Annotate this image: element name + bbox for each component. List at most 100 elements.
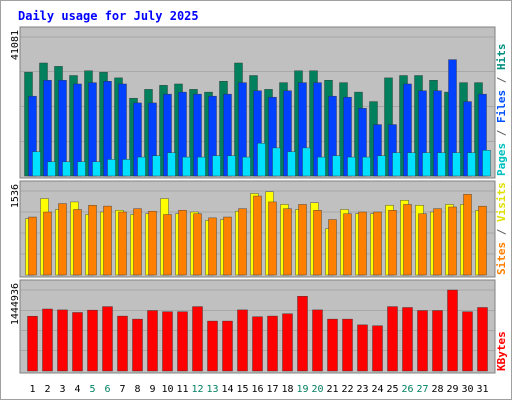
x-tick-label-day-13: 13 — [206, 384, 218, 395]
x-tick-label-day-4: 4 — [74, 384, 80, 395]
hits-bar-pages-day-4 — [77, 161, 86, 177]
x-tick-label-day-25: 25 — [386, 384, 398, 395]
visits-bar-sites-day-27 — [418, 213, 427, 276]
x-tick-label-day-22: 22 — [341, 384, 353, 395]
kbytes-bar-kbytes-day-6 — [102, 306, 113, 372]
visits-bar-sites-day-20 — [313, 210, 322, 276]
hits-bar-pages-day-1 — [32, 151, 41, 177]
x-tick-label-day-20: 20 — [311, 384, 323, 395]
hits-bar-pages-day-8 — [137, 156, 146, 177]
visits-ymax-label: 1536 — [10, 184, 21, 208]
hits-bar-pages-day-26 — [407, 152, 416, 177]
kbytes-bar-kbytes-day-9 — [147, 310, 158, 372]
hits-bar-pages-day-19 — [302, 147, 311, 177]
visits-bar-sites-day-4 — [73, 209, 82, 276]
visits-bar-sites-day-21 — [328, 219, 337, 276]
hits-bar-pages-day-6 — [107, 159, 116, 177]
hits-bar-pages-day-7 — [122, 159, 131, 177]
visits-bar-sites-day-26 — [403, 204, 412, 276]
x-tick-label-day-21: 21 — [326, 384, 338, 395]
kbytes-bar-kbytes-day-17 — [267, 315, 278, 372]
kbytes-bar-kbytes-day-3 — [57, 309, 68, 372]
visits-bar-sites-day-1 — [28, 216, 37, 276]
kbytes-panel: 1444936 KBytes — [10, 279, 508, 374]
visits-bar-sites-day-16 — [253, 195, 262, 276]
hits-bar-pages-day-10 — [167, 152, 176, 177]
x-tick-label-day-29: 29 — [446, 384, 458, 395]
hits-bar-pages-day-20 — [317, 156, 326, 177]
visits-bar-sites-day-13 — [208, 217, 217, 276]
x-tick-label-day-26: 26 — [401, 384, 413, 395]
visits-bar-sites-day-29 — [448, 206, 457, 276]
hits-bar-pages-day-24 — [377, 155, 386, 177]
x-tick-label-day-8: 8 — [134, 384, 140, 395]
hits-bar-pages-day-14 — [227, 155, 236, 177]
x-tick-label-day-17: 17 — [266, 384, 278, 395]
kbytes-legend: KBytes — [495, 331, 508, 371]
kbytes-bar-kbytes-day-5 — [87, 309, 98, 372]
hits-legend-part-1: / — [495, 123, 508, 143]
visits-bar-sites-day-3 — [58, 203, 67, 276]
hits-bar-pages-day-30 — [467, 152, 476, 177]
hits-legend: Pages / Files / Hits — [495, 44, 508, 177]
kbytes-bar-kbytes-day-2 — [42, 308, 53, 372]
x-tick-label-day-11: 11 — [176, 384, 188, 395]
kbytes-bar-kbytes-day-20 — [312, 309, 323, 372]
x-tick-label-day-7: 7 — [119, 384, 125, 395]
hits-bar-pages-day-22 — [347, 156, 356, 177]
visits-legend-part-1: / — [495, 222, 508, 242]
kbytes-bar-kbytes-day-1 — [27, 315, 38, 372]
hits-bar-pages-day-9 — [152, 155, 161, 177]
kbytes-legend-part-0: KBytes — [495, 331, 508, 371]
hits-bar-pages-day-29 — [452, 152, 461, 177]
kbytes-bar-kbytes-day-11 — [177, 311, 188, 372]
visits-bar-sites-day-23 — [358, 211, 367, 276]
visits-bar-sites-day-22 — [343, 213, 352, 276]
kbytes-bar-kbytes-day-23 — [357, 324, 368, 372]
x-tick-label-day-19: 19 — [296, 384, 308, 395]
hits-bar-pages-day-23 — [362, 156, 371, 177]
hits-legend-part-4: Hits — [495, 44, 508, 71]
kbytes-bar-kbytes-day-8 — [132, 318, 143, 372]
visits-bar-sites-day-28 — [433, 208, 442, 276]
x-tick-label-day-18: 18 — [281, 384, 293, 395]
x-tick-label-day-27: 27 — [416, 384, 428, 395]
kbytes-bar-kbytes-day-15 — [237, 309, 248, 372]
visits-bar-sites-day-12 — [193, 213, 202, 276]
hits-bar-pages-day-27 — [422, 152, 431, 177]
kbytes-bar-kbytes-day-16 — [252, 316, 263, 372]
x-tick-label-day-3: 3 — [59, 384, 65, 395]
x-tick-label-day-6: 6 — [104, 384, 110, 395]
hits-bar-pages-day-21 — [332, 155, 341, 177]
x-tick-label-day-1: 1 — [29, 384, 35, 395]
kbytes-bar-kbytes-day-29 — [447, 289, 458, 372]
x-tick-label-day-23: 23 — [356, 384, 368, 395]
x-tick-label-day-9: 9 — [149, 384, 155, 395]
visits-bar-sites-day-18 — [283, 208, 292, 276]
kbytes-bar-kbytes-day-14 — [222, 320, 233, 372]
visits-bar-sites-day-6 — [103, 205, 112, 276]
x-tick-label-day-24: 24 — [371, 384, 383, 395]
hits-bar-pages-day-17 — [272, 147, 281, 177]
kbytes-bar-kbytes-day-7 — [117, 315, 128, 372]
visits-bar-sites-day-25 — [388, 210, 397, 276]
visits-bar-sites-day-7 — [118, 211, 127, 276]
visits-bar-sites-day-11 — [178, 210, 187, 276]
visits-bar-sites-day-19 — [298, 204, 307, 276]
hits-panel: 41081 Pages / Files / Hits — [10, 26, 508, 179]
kbytes-bar-kbytes-day-12 — [192, 306, 203, 372]
visits-bar-sites-day-15 — [238, 208, 247, 276]
visits-bar-sites-day-31 — [478, 205, 487, 276]
visits-bar-sites-day-9 — [148, 210, 157, 276]
hits-bar-pages-day-31 — [482, 150, 491, 177]
visits-legend-part-2: Visits — [495, 182, 508, 222]
kbytes-bar-kbytes-day-27 — [417, 310, 428, 372]
hits-bar-pages-day-3 — [62, 161, 71, 177]
hits-bar-pages-day-15 — [242, 156, 251, 177]
visits-legend-part-0: Sites — [495, 242, 508, 275]
visits-bar-sites-day-14 — [223, 216, 232, 276]
visits-bar-sites-day-8 — [133, 208, 142, 276]
kbytes-bar-kbytes-day-18 — [282, 313, 293, 372]
x-tick-label-day-31: 31 — [476, 384, 488, 395]
